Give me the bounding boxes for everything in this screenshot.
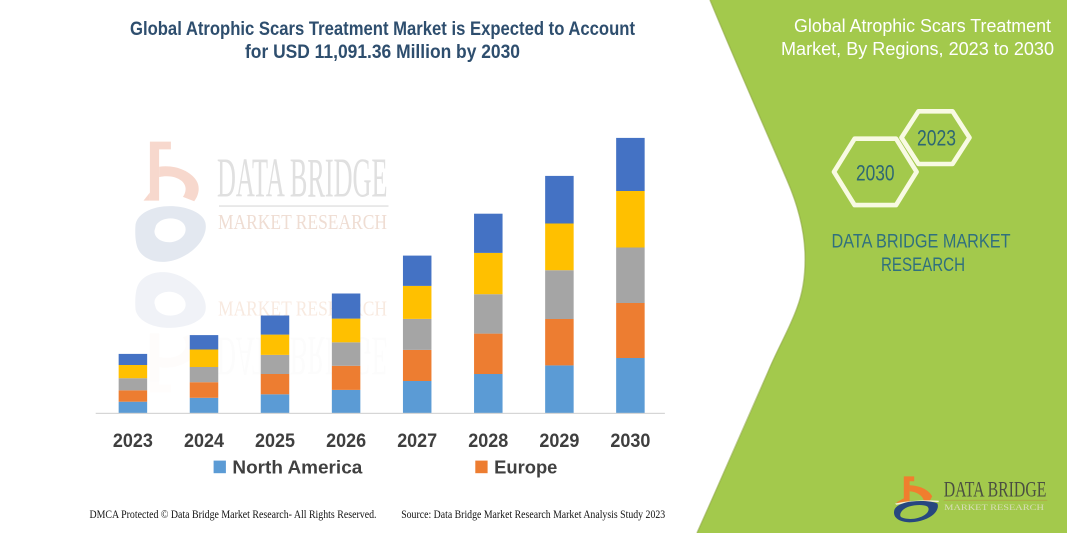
svg-text:RESEARCH: RESEARCH (881, 254, 965, 276)
svg-text:2026: 2026 (326, 431, 366, 452)
svg-text:MARKET RESEARCH: MARKET RESEARCH (218, 210, 387, 234)
svg-text:DATA BRIDGE: DATA BRIDGE (944, 477, 1047, 502)
svg-text:2024: 2024 (184, 431, 224, 452)
svg-text:DATA BRIDGE: DATA BRIDGE (217, 147, 388, 209)
svg-text:2029: 2029 (539, 431, 579, 452)
svg-text:Global Atrophic Scars Treatmen: Global Atrophic Scars Treatment (794, 15, 1051, 36)
svg-text:2030: 2030 (856, 160, 895, 185)
svg-text:Source: Data Bridge Market Res: Source: Data Bridge Market Research Mark… (401, 509, 665, 521)
svg-text:DMCA Protected © Data Bridge M: DMCA Protected © Data Bridge Market Rese… (90, 509, 377, 521)
svg-text:MARKET RESEARCH: MARKET RESEARCH (944, 502, 1044, 512)
svg-text:2025: 2025 (255, 431, 295, 452)
svg-text:for USD 11,091.36 Million by 2: for USD 11,091.36 Million by 2030 (245, 42, 520, 63)
svg-text:DATA BRIDGE MARKET: DATA BRIDGE MARKET (832, 230, 1011, 252)
svg-text:North America: North America (232, 458, 363, 478)
svg-text:Market, By Regions, 2023 to 20: Market, By Regions, 2023 to 2030 (781, 38, 1054, 59)
svg-text:MARKET RESEARCH: MARKET RESEARCH (218, 297, 387, 321)
svg-text:2023: 2023 (113, 431, 153, 452)
svg-text:2030: 2030 (610, 431, 650, 452)
svg-text:2028: 2028 (468, 431, 508, 452)
svg-text:Europe: Europe (494, 458, 557, 478)
svg-text:2027: 2027 (397, 431, 437, 452)
svg-text:2023: 2023 (917, 126, 956, 151)
svg-text:Global Atrophic Scars Treatmen: Global Atrophic Scars Treatment Market i… (130, 19, 636, 40)
svg-text:DATA BRIDGE: DATA BRIDGE (217, 325, 388, 387)
